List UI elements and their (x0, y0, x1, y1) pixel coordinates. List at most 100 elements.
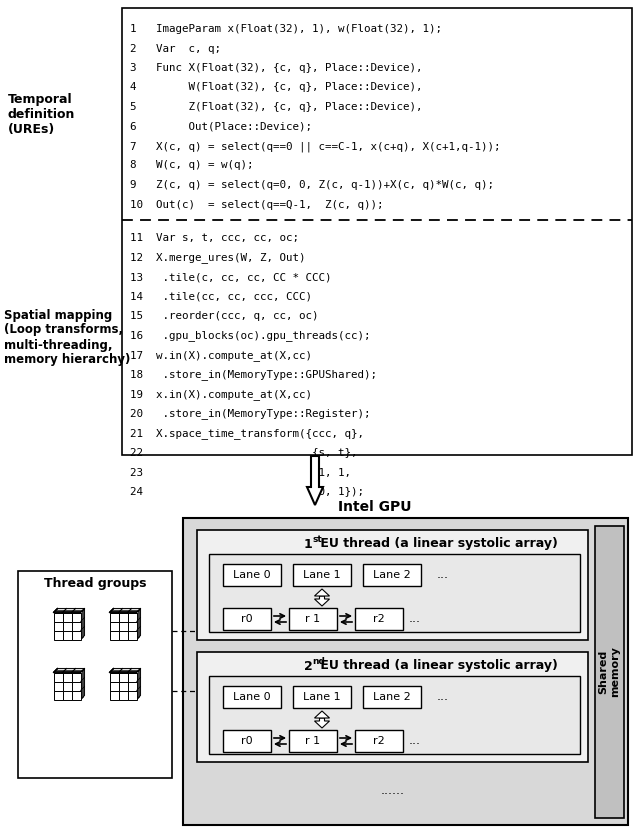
Text: EU thread (a linear systolic array): EU thread (a linear systolic array) (317, 660, 558, 672)
Text: r 1: r 1 (305, 736, 321, 746)
Bar (118, 672, 127, 681)
Polygon shape (54, 608, 84, 612)
Bar (289, 730, 337, 752)
Text: Thread groups: Thread groups (44, 577, 147, 591)
Text: Lane 2: Lane 2 (373, 692, 411, 702)
Bar (127, 681, 136, 691)
Text: Lane 1: Lane 1 (303, 692, 341, 702)
Text: 16   .gpu_blocks(oc).gpu_threads(cc);: 16 .gpu_blocks(oc).gpu_threads(cc); (130, 330, 371, 341)
Bar (197, 530, 588, 640)
Bar (72, 681, 81, 691)
Text: r0: r0 (241, 736, 253, 746)
Text: 20   .store_in(MemoryType::Register);: 20 .store_in(MemoryType::Register); (130, 409, 371, 419)
Polygon shape (109, 668, 141, 672)
Bar (63, 631, 72, 640)
Text: 3   Func X(Float(32), {c, q}, Place::Device),: 3 Func X(Float(32), {c, q}, Place::Devic… (130, 63, 422, 73)
Bar (54, 681, 63, 691)
Bar (54, 672, 63, 681)
Polygon shape (136, 608, 141, 640)
Polygon shape (307, 456, 323, 505)
Text: ...: ... (409, 735, 421, 747)
Text: Temporal
definition
(UREs): Temporal definition (UREs) (8, 92, 76, 136)
Text: 8   W(c, q) = w(q);: 8 W(c, q) = w(q); (130, 161, 253, 171)
Text: 4        W(Float(32), {c, q}, Place::Device),: 4 W(Float(32), {c, q}, Place::Device), (130, 82, 422, 92)
Text: 24                           0, 1});: 24 0, 1}); (130, 487, 364, 497)
Text: r0: r0 (241, 614, 253, 624)
Bar (63, 672, 72, 681)
Bar (118, 681, 127, 691)
Bar (363, 564, 421, 586)
Polygon shape (54, 668, 84, 672)
Bar (72, 612, 81, 622)
Text: 6        Out(Place::Device);: 6 Out(Place::Device); (130, 121, 312, 131)
Text: r2: r2 (373, 736, 385, 746)
Bar (54, 631, 63, 640)
Polygon shape (314, 718, 330, 728)
Text: 2   Var  c, q;: 2 Var c, q; (130, 43, 221, 53)
Text: 13   .tile(c, cc, cc, CC * CCC): 13 .tile(c, cc, cc, CC * CCC) (130, 272, 332, 282)
Bar (72, 672, 81, 681)
Text: 19  x.in(X).compute_at(X,cc): 19 x.in(X).compute_at(X,cc) (130, 389, 312, 400)
Polygon shape (109, 608, 141, 612)
Bar (355, 730, 403, 752)
Text: Lane 0: Lane 0 (233, 570, 271, 580)
Bar (109, 631, 118, 640)
Bar (209, 554, 580, 632)
Text: 21  X.space_time_transform({ccc, q},: 21 X.space_time_transform({ccc, q}, (130, 428, 364, 439)
Bar (209, 676, 580, 754)
Text: 17  w.in(X).compute_at(X,cc): 17 w.in(X).compute_at(X,cc) (130, 350, 312, 361)
Bar (118, 622, 127, 631)
Bar (127, 631, 136, 640)
Text: ...: ... (437, 691, 449, 704)
Text: ...: ... (437, 568, 449, 582)
Polygon shape (136, 668, 141, 700)
Text: ...: ... (409, 612, 421, 626)
Bar (289, 608, 337, 630)
Bar (197, 652, 588, 762)
Bar (127, 612, 136, 622)
Bar (109, 681, 118, 691)
Bar (109, 612, 118, 622)
Polygon shape (314, 596, 330, 606)
Text: r2: r2 (373, 614, 385, 624)
Bar (127, 622, 136, 631)
Bar (54, 622, 63, 631)
Bar (72, 631, 81, 640)
Polygon shape (81, 668, 84, 700)
Text: 2: 2 (304, 660, 312, 672)
Text: r 1: r 1 (305, 614, 321, 624)
Bar (122, 8, 632, 455)
Bar (223, 564, 281, 586)
Text: st: st (312, 534, 323, 543)
Bar (63, 691, 72, 700)
Bar (293, 686, 351, 708)
Bar (355, 608, 403, 630)
Text: 18   .store_in(MemoryType::GPUShared);: 18 .store_in(MemoryType::GPUShared); (130, 369, 377, 380)
Text: Lane 1: Lane 1 (303, 570, 341, 580)
Text: Lane 0: Lane 0 (233, 692, 271, 702)
Text: Lane 2: Lane 2 (373, 570, 411, 580)
Text: 7   X(c, q) = select(q==0 || c==C-1, x(c+q), X(c+1,q-1));: 7 X(c, q) = select(q==0 || c==C-1, x(c+q… (130, 141, 500, 151)
Bar (63, 612, 72, 622)
Text: ......: ...... (381, 784, 404, 796)
Bar (118, 631, 127, 640)
Text: 5        Z(Float(32), {c, q}, Place::Device),: 5 Z(Float(32), {c, q}, Place::Device), (130, 102, 422, 112)
Text: 12  X.merge_ures(W, Z, Out): 12 X.merge_ures(W, Z, Out) (130, 252, 305, 264)
Text: EU thread (a linear systolic array): EU thread (a linear systolic array) (317, 537, 558, 551)
Bar (18, 571, 172, 778)
Bar (223, 608, 271, 630)
Text: nd: nd (312, 656, 325, 666)
Bar (595, 526, 624, 818)
Bar (118, 612, 127, 622)
Text: 9   Z(c, q) = select(q=0, 0, Z(c, q-1))+X(c, q)*W(c, q);: 9 Z(c, q) = select(q=0, 0, Z(c, q-1))+X(… (130, 180, 494, 190)
Bar (363, 686, 421, 708)
Text: 14   .tile(cc, cc, ccc, CCC): 14 .tile(cc, cc, ccc, CCC) (130, 291, 312, 301)
Bar (63, 681, 72, 691)
Bar (72, 691, 81, 700)
Text: 15   .reorder(ccc, q, cc, oc): 15 .reorder(ccc, q, cc, oc) (130, 311, 319, 321)
Bar (118, 691, 127, 700)
Text: 11  Var s, t, ccc, cc, oc;: 11 Var s, t, ccc, cc, oc; (130, 233, 299, 243)
Bar (109, 622, 118, 631)
Bar (223, 730, 271, 752)
Polygon shape (314, 589, 330, 596)
